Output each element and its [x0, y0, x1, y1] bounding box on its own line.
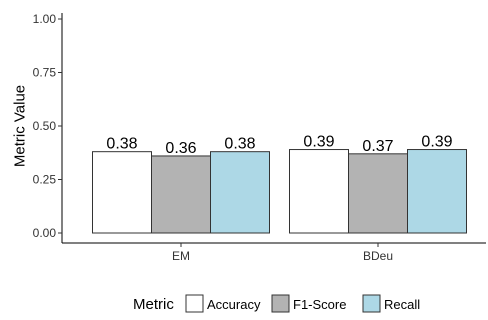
data-label: 0.39	[421, 134, 452, 151]
legend: Metric Accuracy F1-Score Recall	[133, 294, 420, 313]
legend-label: Accuracy	[207, 297, 261, 312]
x-tick-label: BDeu	[363, 249, 393, 263]
bar-accuracy-em	[92, 151, 152, 234]
y-axis-title: Metric Value	[12, 85, 29, 167]
bar-recall-em	[210, 151, 270, 234]
data-label: 0.38	[224, 136, 255, 153]
data-label: 0.36	[165, 140, 196, 157]
y-tick-label: 0.25	[33, 173, 57, 187]
legend-title: Metric	[133, 296, 174, 313]
y-tick-label: 0.75	[33, 66, 57, 80]
legend-swatch-recall	[362, 294, 381, 313]
legend-swatch-accuracy	[185, 294, 204, 313]
x-tick-label: EM	[172, 249, 190, 263]
bar-recall-bdeu	[407, 149, 467, 234]
y-tick-label: 0.00	[33, 226, 57, 240]
bar-f1-score-bdeu	[348, 153, 408, 234]
y-tick-label: 0.50	[33, 119, 57, 133]
data-label: 0.38	[106, 136, 137, 153]
y-tick-label: 1.00	[33, 12, 57, 26]
data-label: 0.39	[303, 134, 334, 151]
legend-swatch-f1-score	[271, 294, 290, 313]
bar-f1-score-em	[151, 155, 211, 234]
y-axis: 0.00 0.25 0.50 0.75 1.00	[33, 12, 63, 243]
plot-area: 0.38 0.36 0.38 0.39 0.37 0.39	[92, 134, 467, 234]
legend-label: Recall	[384, 297, 420, 312]
x-axis: EM BDeu	[62, 242, 486, 263]
bar-accuracy-bdeu	[289, 149, 349, 234]
data-label: 0.37	[362, 138, 393, 155]
legend-label: F1-Score	[293, 297, 346, 312]
